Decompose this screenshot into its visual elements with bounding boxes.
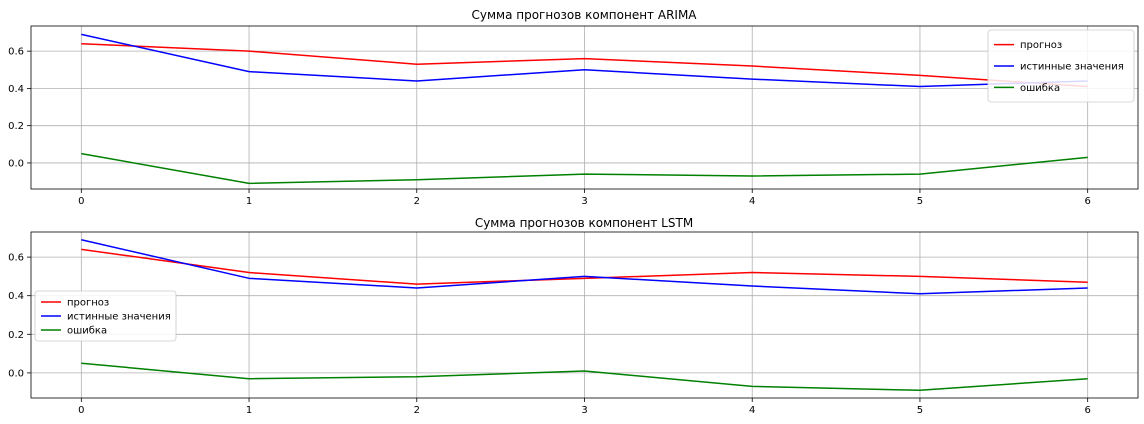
y-tick-label: 0.2 xyxy=(8,121,24,132)
legend-label: ошибка xyxy=(67,326,107,337)
y-tick-label: 0.2 xyxy=(8,330,24,341)
chart-title: Сумма прогнозов компонент LSTM xyxy=(475,216,693,230)
series-line xyxy=(81,33,1088,88)
legend-frame xyxy=(34,290,177,342)
series-line xyxy=(81,248,1088,285)
x-tick-label: 6 xyxy=(1084,196,1090,207)
x-tick-label: 5 xyxy=(917,196,923,207)
x-tick-label: 2 xyxy=(414,405,420,416)
legend-label: истинные значения xyxy=(1020,62,1124,73)
legend-label: прогноз xyxy=(67,298,109,309)
x-tick-label: 6 xyxy=(1084,405,1090,416)
series-group xyxy=(81,238,1088,392)
y-tick-label: 0.6 xyxy=(8,253,24,264)
grid xyxy=(31,26,1138,189)
lstm-chart: Сумма прогнозов компонент LSTM 0 1 2 3 4 5 6 0.… xyxy=(8,216,1139,416)
y-tick-label: 0.6 xyxy=(8,47,24,58)
arima-chart: Сумма прогнозов компонент ARIMA 0 1 2 3 4 5 60… xyxy=(8,8,1139,207)
x-tick-label: 5 xyxy=(917,405,923,416)
axes: 0 1 2 3 4 5 6 0.0 0.2 0.4 0.6 xyxy=(8,25,1139,207)
legend-label: прогноз xyxy=(1020,40,1062,51)
series-line xyxy=(81,238,1088,295)
x-tick-label: 1 xyxy=(246,405,252,416)
x-tick-label: 4 xyxy=(749,405,755,416)
x-tick-label: 0 xyxy=(78,196,84,207)
y-tick-label: 0.0 xyxy=(8,368,24,379)
legend-label: ошибка xyxy=(1020,83,1060,94)
legend-label: истинные значения xyxy=(67,312,171,323)
x-tick-label: 2 xyxy=(414,196,420,207)
y-tick-label: 0.4 xyxy=(8,291,24,302)
series-line xyxy=(81,362,1088,392)
x-tick-label: 0 xyxy=(78,405,84,416)
axes-frame xyxy=(30,231,1139,399)
x-tick-label: 3 xyxy=(581,405,587,416)
x-tick-label: 4 xyxy=(749,196,755,207)
x-tick-label: 1 xyxy=(246,196,252,207)
y-tick-label: 0.4 xyxy=(8,84,24,95)
chart-title: Сумма прогнозов компонент ARIMA xyxy=(471,8,697,22)
series-line xyxy=(81,42,1088,88)
legend: прогноз истинные значения ошибка xyxy=(34,290,177,342)
series-line xyxy=(81,152,1088,185)
y-tick-label: 0.0 xyxy=(8,158,24,169)
axes: 0 1 2 3 4 5 6 0.0 0.2 0.4 0.6 xyxy=(8,231,1139,416)
axes-frame xyxy=(30,25,1139,190)
x-tick-label: 3 xyxy=(581,196,587,207)
legend: прогноз истинные значения ошибка xyxy=(987,29,1135,103)
legend-frame xyxy=(987,29,1135,103)
series-group xyxy=(81,33,1088,185)
